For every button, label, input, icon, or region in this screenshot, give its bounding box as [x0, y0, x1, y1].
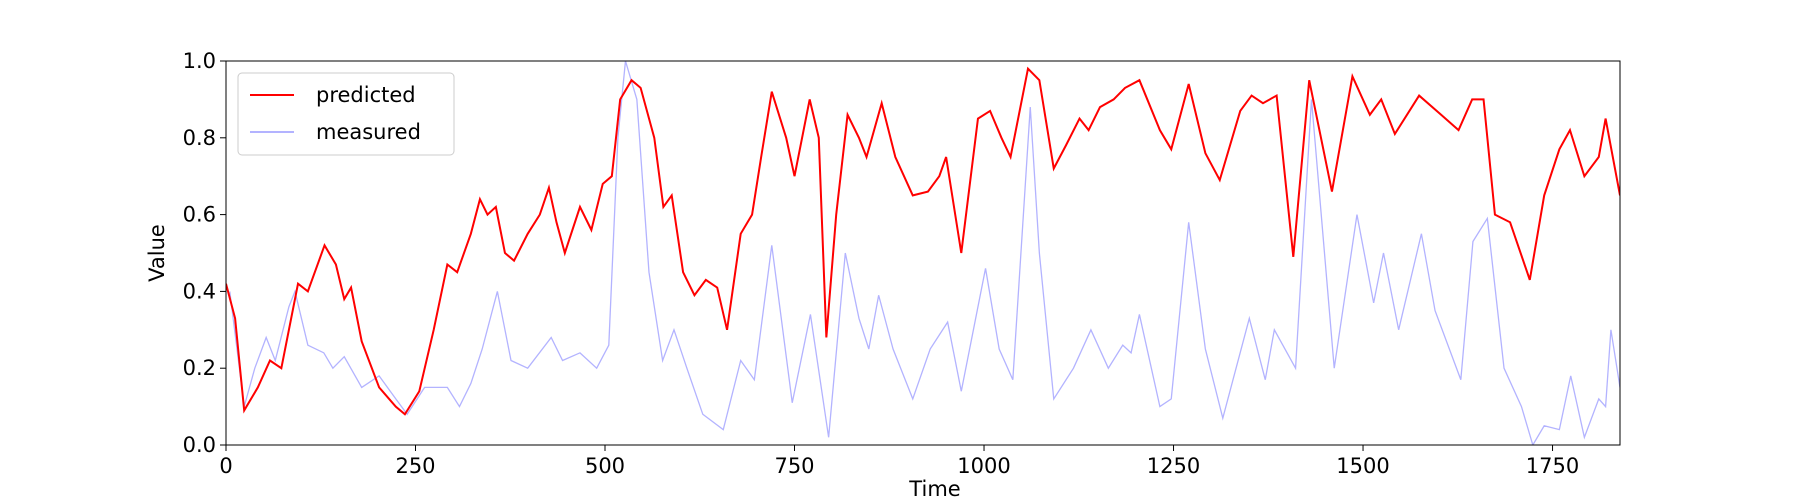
- plot-frame: [225, 60, 1621, 446]
- y-tick-label: 0.6: [183, 203, 216, 227]
- legend-label: measured: [316, 120, 421, 144]
- legend-label: predicted: [316, 83, 416, 107]
- legend-box: [237, 72, 455, 156]
- x-tick-label: 1250: [1147, 454, 1200, 478]
- x-tick-label: 0: [219, 454, 232, 478]
- x-tick-label: 750: [774, 454, 814, 478]
- x-tick-label: 500: [585, 454, 625, 478]
- y-tick-label: 1.0: [183, 49, 216, 73]
- x-tick-label: 1500: [1336, 454, 1389, 478]
- x-tick-label: 1750: [1526, 454, 1579, 478]
- x-tick-label: 250: [395, 454, 435, 478]
- y-tick-label: 0.4: [183, 279, 216, 303]
- line-series: [226, 66, 1620, 416]
- y-tick-label: 0.8: [183, 126, 216, 150]
- y-axis-label: Value: [145, 224, 169, 282]
- line-series: [229, 61, 1620, 445]
- x-axis-label: Time: [908, 477, 960, 500]
- x-tick-label: 1000: [957, 454, 1010, 478]
- y-tick-label: 0.2: [183, 356, 216, 380]
- y-tick-label: 0.0: [183, 433, 216, 457]
